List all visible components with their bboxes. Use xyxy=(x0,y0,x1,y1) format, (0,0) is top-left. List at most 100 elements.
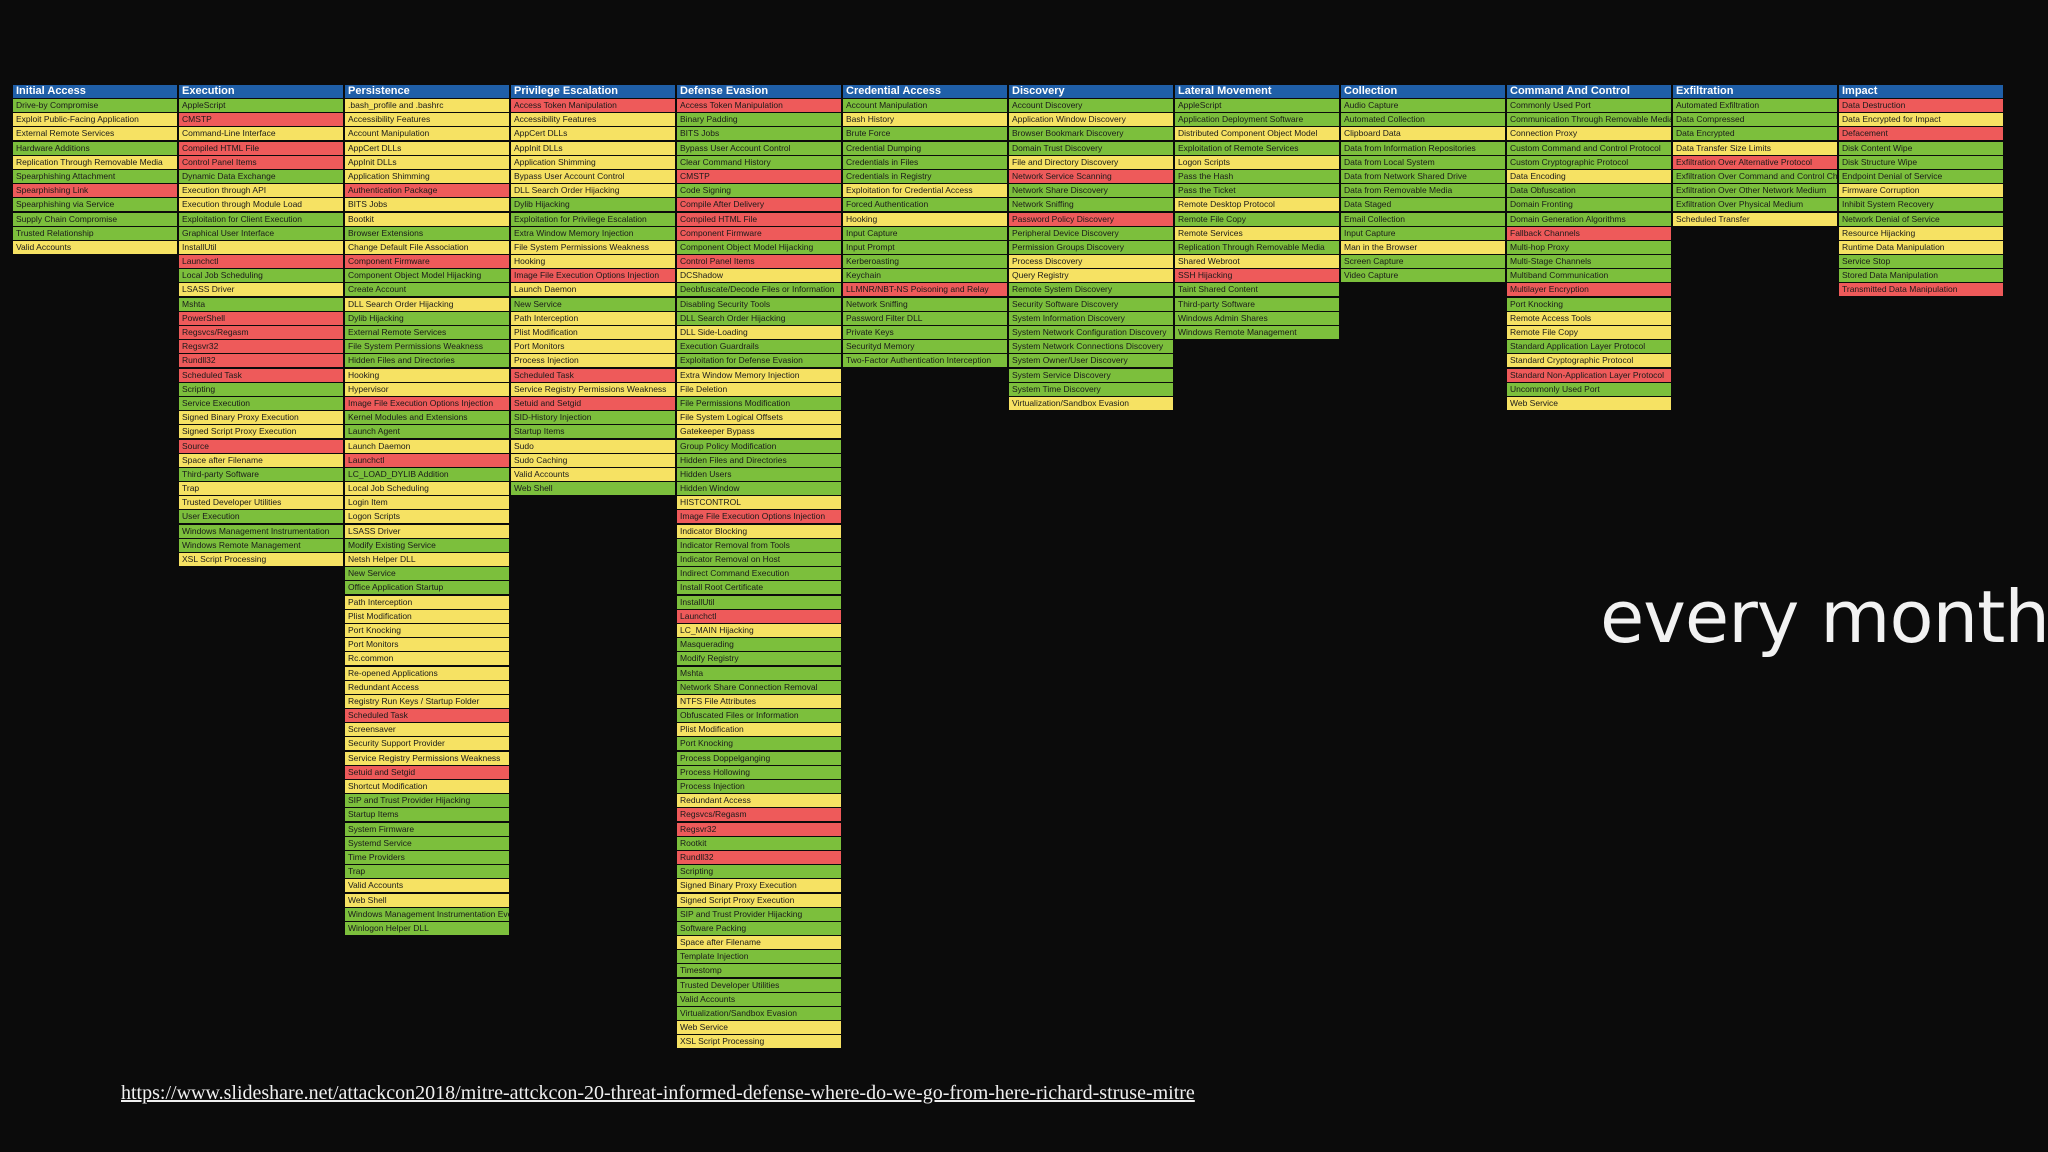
tactic-column: Persistence .bash_profile and .bashrc Acce… xyxy=(345,85,509,1050)
technique-cell: BITS Jobs xyxy=(677,127,841,141)
technique-cell: Domain Generation Algorithms xyxy=(1507,212,1671,226)
technique-cell: Securityd Memory xyxy=(843,340,1007,354)
technique-cell: DLL Search Order Hijacking xyxy=(511,184,675,198)
technique-cell: Account Discovery xyxy=(1009,99,1173,112)
technique-cell: Disk Structure Wipe xyxy=(1839,155,2003,169)
tactic-header: Exfiltration xyxy=(1673,85,1837,98)
technique-cell: Plist Modification xyxy=(345,609,509,623)
technique-cell: Two-Factor Authentication Interception xyxy=(843,354,1007,368)
technique-cell: Login Item xyxy=(345,496,509,510)
technique-cell: User Execution xyxy=(179,510,343,524)
technique-cell: Security Software Discovery xyxy=(1009,297,1173,311)
technique-cell: Hidden Users xyxy=(677,467,841,481)
tactic-header: Discovery xyxy=(1009,85,1173,98)
technique-cell: Kerberoasting xyxy=(843,255,1007,269)
technique-cell: Compile After Delivery xyxy=(677,198,841,212)
tactic-header: Execution xyxy=(179,85,343,98)
technique-cell: Port Monitors xyxy=(345,638,509,652)
technique-cell: Exploitation for Client Execution xyxy=(179,212,343,226)
technique-cell: Remote Access Tools xyxy=(1507,311,1671,325)
technique-cell: System Firmware xyxy=(345,822,509,836)
technique-cell: Exfiltration Over Alternative Protocol xyxy=(1673,155,1837,169)
tactic-column: Command And Control Commonly Used Port Com… xyxy=(1507,85,1671,1050)
tactic-header: Persistence xyxy=(345,85,509,98)
technique-cell: InstallUtil xyxy=(179,240,343,254)
tactic-column: Privilege Escalation Access Token Manipul… xyxy=(511,85,675,1050)
technique-cell: Windows Management Instrumentation Event… xyxy=(345,907,509,921)
technique-cell: Pass the Hash xyxy=(1175,169,1339,183)
technique-cell: LSASS Driver xyxy=(179,283,343,297)
technique-cell: Bootkit xyxy=(345,212,509,226)
technique-cell: Exploitation for Defense Evasion xyxy=(677,354,841,368)
source-link[interactable]: https://www.slideshare.net/attackcon2018… xyxy=(121,1082,1195,1104)
technique-cell: LSASS Driver xyxy=(345,524,509,538)
tactic-column: Execution AppleScript CMSTP Command-Line In… xyxy=(179,85,343,1050)
technique-cell: Setuid and Setgid xyxy=(511,396,675,410)
technique-cell: Port Monitors xyxy=(511,340,675,354)
technique-cell: Registry Run Keys / Startup Folder xyxy=(345,694,509,708)
technique-cell: Component Object Model Hijacking xyxy=(677,240,841,254)
technique-cell: Bypass User Account Control xyxy=(677,141,841,155)
technique-cell: Spearphishing Link xyxy=(13,184,177,198)
technique-cell: NTFS File Attributes xyxy=(677,694,841,708)
technique-cell: Extra Window Memory Injection xyxy=(511,226,675,240)
technique-cell: InstallUtil xyxy=(677,595,841,609)
technique-cell: Transmitted Data Manipulation xyxy=(1839,283,2003,297)
technique-cell: Sudo xyxy=(511,439,675,453)
technique-cell: File System Permissions Weakness xyxy=(511,240,675,254)
technique-cell: File System Permissions Weakness xyxy=(345,340,509,354)
technique-cell: Remote Desktop Protocol xyxy=(1175,198,1339,212)
tactic-column: Impact Data Destruction Data Encrypted for… xyxy=(1839,85,2003,1050)
technique-cell: AppInit DLLs xyxy=(511,141,675,155)
technique-cell: Windows Remote Management xyxy=(179,538,343,552)
technique-cell: Exploitation for Credential Access xyxy=(843,184,1007,198)
technique-cell: Deobfuscate/Decode Files or Information xyxy=(677,283,841,297)
technique-cell: Exfiltration Over Other Network Medium xyxy=(1673,184,1837,198)
technique-cell: AppCert DLLs xyxy=(345,141,509,155)
technique-cell: Data Destruction xyxy=(1839,99,2003,112)
technique-cell: Bash History xyxy=(843,113,1007,127)
technique-cell: Data Staged xyxy=(1341,198,1505,212)
technique-cell: Application Window Discovery xyxy=(1009,113,1173,127)
technique-cell: Hidden Window xyxy=(677,482,841,496)
technique-cell: Taint Shared Content xyxy=(1175,283,1339,297)
technique-cell: Valid Accounts xyxy=(677,992,841,1006)
technique-cell: Software Packing xyxy=(677,921,841,935)
technique-cell: DLL Search Order Hijacking xyxy=(677,311,841,325)
technique-cell: Hooking xyxy=(843,212,1007,226)
technique-cell: System Time Discovery xyxy=(1009,382,1173,396)
technique-cell: Startup Items xyxy=(511,425,675,439)
technique-cell: Resource Hijacking xyxy=(1839,226,2003,240)
technique-cell: Input Capture xyxy=(843,226,1007,240)
technique-cell: Communication Through Removable Media xyxy=(1507,113,1671,127)
technique-cell: Standard Cryptographic Protocol xyxy=(1507,354,1671,368)
technique-cell: Remote System Discovery xyxy=(1009,283,1173,297)
technique-cell: Compiled HTML File xyxy=(179,141,343,155)
technique-cell: Trap xyxy=(179,482,343,496)
technique-cell: Spearphishing via Service xyxy=(13,198,177,212)
technique-cell: Peripheral Device Discovery xyxy=(1009,226,1173,240)
technique-cell: Data Transfer Size Limits xyxy=(1673,141,1837,155)
technique-cell: Extra Window Memory Injection xyxy=(677,368,841,382)
technique-cell: Password Policy Discovery xyxy=(1009,212,1173,226)
technique-cell: Regsvcs/Regasm xyxy=(179,326,343,339)
technique-cell: Mshta xyxy=(179,297,343,311)
technique-cell: Input Capture xyxy=(1341,226,1505,240)
technique-cell: Indirect Command Execution xyxy=(677,567,841,581)
technique-cell: Component Object Model Hijacking xyxy=(345,269,509,283)
technique-cell: LC_MAIN Hijacking xyxy=(677,623,841,637)
tactic-column: Credential Access Account Manipulation Bas… xyxy=(843,85,1007,1050)
technique-cell: Shortcut Modification xyxy=(345,780,509,793)
technique-cell: Clipboard Data xyxy=(1341,127,1505,141)
technique-cell: Exfiltration Over Command and Control Ch… xyxy=(1673,169,1837,183)
technique-cell: Image File Execution Options Injection xyxy=(345,396,509,410)
technique-cell: DLL Side-Loading xyxy=(677,326,841,339)
technique-cell: Source xyxy=(179,439,343,453)
technique-cell: Credentials in Registry xyxy=(843,169,1007,183)
technique-cell: Pass the Ticket xyxy=(1175,184,1339,198)
technique-cell: System Service Discovery xyxy=(1009,368,1173,382)
technique-cell: CMSTP xyxy=(677,169,841,183)
tactic-column: Exfiltration Automated Exfiltration Data C… xyxy=(1673,85,1837,1050)
technique-cell: Hidden Files and Directories xyxy=(345,354,509,368)
technique-cell: System Network Configuration Discovery xyxy=(1009,326,1173,339)
